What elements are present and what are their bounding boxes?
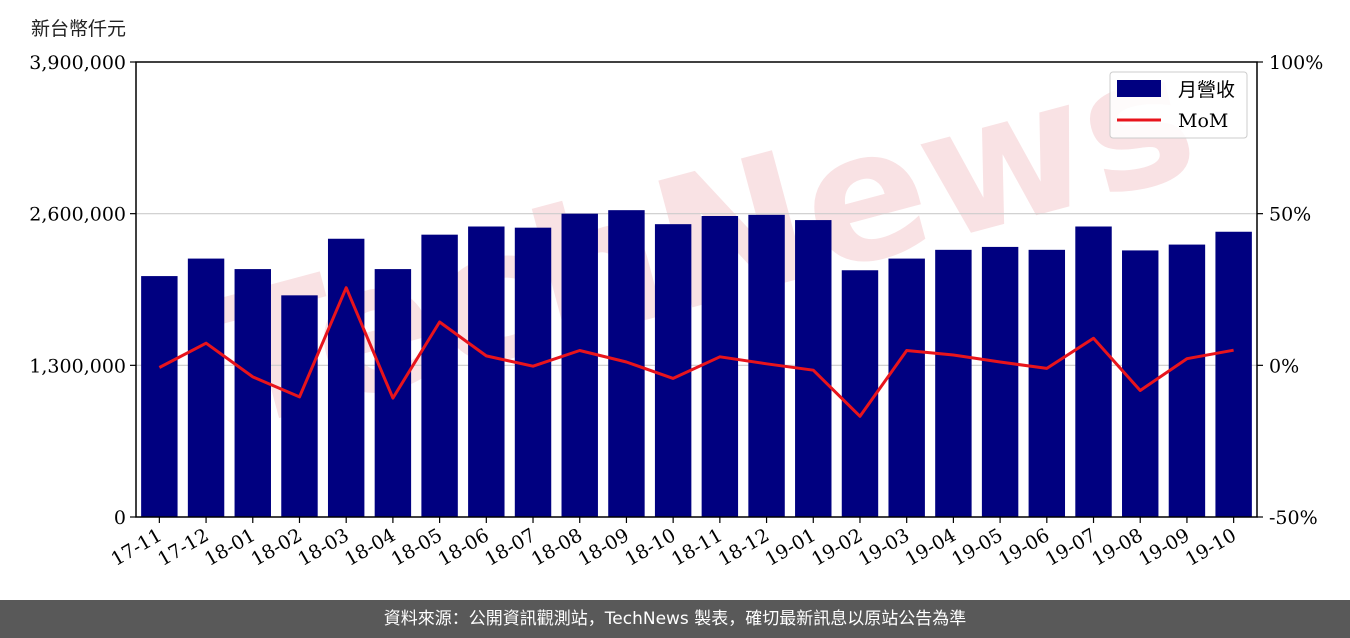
bar bbox=[935, 249, 972, 518]
left-tick-label: 2,600,000 bbox=[29, 204, 126, 226]
x-tick-label: 19-06 bbox=[995, 524, 1053, 570]
bar bbox=[888, 258, 925, 517]
bar bbox=[1028, 249, 1066, 518]
x-tick-label: 19-01 bbox=[761, 524, 819, 570]
bar bbox=[327, 238, 365, 517]
bar bbox=[374, 269, 412, 517]
right-tick-label: 100% bbox=[1269, 52, 1323, 74]
x-tick-label: 19-09 bbox=[1135, 524, 1193, 570]
right-tick-label: -50% bbox=[1269, 507, 1318, 529]
mom-line-series bbox=[158, 286, 1234, 418]
x-tick-label: 19-04 bbox=[901, 524, 959, 570]
bar bbox=[841, 270, 879, 517]
x-tick-label: 18-04 bbox=[341, 524, 399, 570]
x-tick-label: 18-12 bbox=[715, 524, 773, 570]
y-axis-unit-label: 新台幣仟元 bbox=[31, 18, 127, 40]
right-y-axis: -50% 0% 50% 100% bbox=[1257, 52, 1323, 529]
legend: 月營收 MoM bbox=[1109, 71, 1248, 139]
x-tick-label: 18-02 bbox=[248, 524, 306, 570]
bar-series bbox=[141, 210, 1252, 518]
grid-lines bbox=[136, 213, 1257, 366]
x-tick-label: 17-12 bbox=[154, 524, 212, 570]
bar bbox=[1075, 226, 1112, 517]
source-footer: 資料來源：公開資訊觀測站，TechNews 製表，確切最新訊息以原站公告為準 bbox=[0, 600, 1350, 638]
right-tick-label: 0% bbox=[1269, 355, 1299, 377]
bar bbox=[187, 258, 225, 517]
x-tick-label: 18-07 bbox=[481, 524, 539, 570]
x-tick-label: 18-10 bbox=[621, 524, 679, 570]
right-tick-label: 50% bbox=[1269, 204, 1311, 226]
left-tick-label: 1,300,000 bbox=[29, 355, 126, 377]
left-y-axis: 0 1,300,000 2,600,000 3,900,000 bbox=[29, 52, 136, 529]
bar bbox=[234, 269, 271, 517]
x-axis: 17-1117-1218-0118-0218-0318-0418-0518-06… bbox=[107, 517, 1240, 571]
bar bbox=[701, 216, 739, 517]
bar bbox=[654, 224, 692, 517]
mom-line bbox=[158, 286, 1234, 418]
x-tick-label: 19-08 bbox=[1088, 524, 1146, 570]
x-tick-label: 18-05 bbox=[388, 524, 446, 570]
x-tick-label: 19-03 bbox=[855, 524, 913, 570]
legend-label-mom: MoM bbox=[1178, 110, 1228, 132]
bar bbox=[421, 234, 458, 517]
x-tick-label: 19-02 bbox=[808, 524, 866, 570]
left-tick-label: 3,900,000 bbox=[29, 52, 126, 74]
x-tick-label: 17-11 bbox=[107, 524, 165, 570]
bar bbox=[1168, 244, 1206, 518]
x-tick-label: 18-08 bbox=[528, 524, 586, 570]
legend-label-revenue: 月營收 bbox=[1178, 79, 1235, 101]
x-tick-label: 19-05 bbox=[948, 524, 1006, 570]
x-tick-label: 18-01 bbox=[201, 524, 259, 570]
x-tick-label: 19-07 bbox=[1042, 524, 1100, 570]
bar bbox=[141, 276, 178, 517]
x-tick-label: 18-11 bbox=[668, 524, 726, 570]
left-tick-label: 0 bbox=[114, 507, 126, 529]
bar bbox=[281, 295, 318, 517]
bar bbox=[468, 226, 505, 517]
x-tick-label: 18-06 bbox=[434, 524, 492, 570]
bar bbox=[514, 227, 552, 517]
x-tick-label: 19-10 bbox=[1182, 524, 1240, 570]
bar bbox=[561, 213, 598, 517]
bar bbox=[1122, 250, 1159, 517]
x-tick-label: 18-03 bbox=[294, 524, 352, 570]
bar bbox=[981, 246, 1019, 517]
plot-frame bbox=[135, 61, 1258, 518]
legend-bar-swatch bbox=[1117, 80, 1161, 97]
bar bbox=[1215, 231, 1252, 517]
x-tick-label: 18-09 bbox=[574, 524, 632, 570]
